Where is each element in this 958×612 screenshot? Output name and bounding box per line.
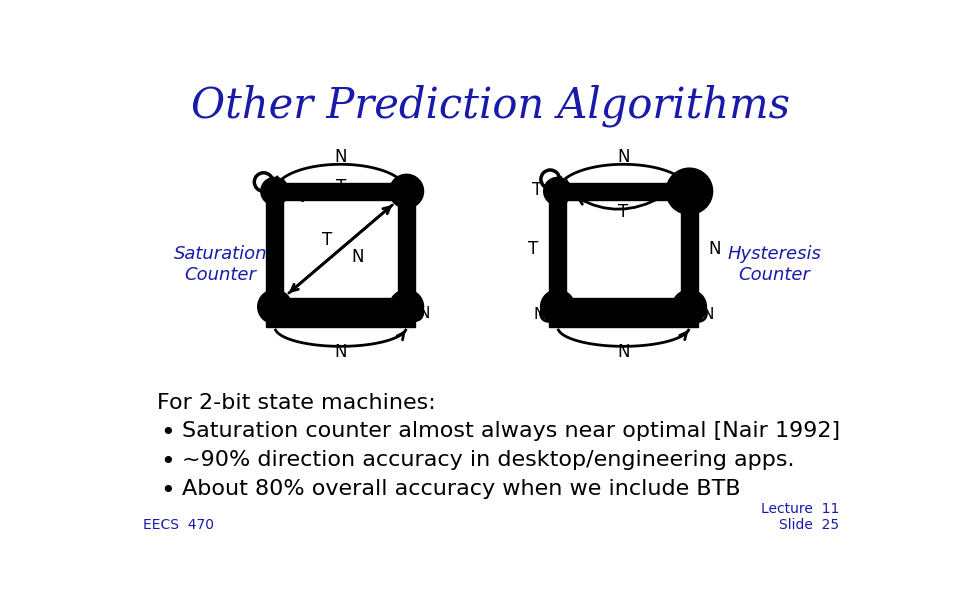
Text: N: N xyxy=(702,307,714,322)
Bar xyxy=(266,191,284,307)
Circle shape xyxy=(258,290,292,324)
Text: EECS  470: EECS 470 xyxy=(143,518,214,532)
Text: N: N xyxy=(419,306,430,321)
Bar xyxy=(549,191,566,307)
Bar xyxy=(681,191,697,307)
Text: N: N xyxy=(534,307,545,322)
Text: T: T xyxy=(335,177,346,196)
Text: About 80% overall accuracy when we include BTB: About 80% overall accuracy when we inclu… xyxy=(182,479,741,499)
Text: For 2-bit state machines:: For 2-bit state machines: xyxy=(157,393,436,413)
Text: ~90% direction accuracy in desktop/engineering apps.: ~90% direction accuracy in desktop/engin… xyxy=(182,450,794,470)
Text: N: N xyxy=(334,147,347,166)
Bar xyxy=(275,298,406,315)
Text: T: T xyxy=(528,240,538,258)
Text: Saturation counter almost always near optimal [Nair 1992]: Saturation counter almost always near op… xyxy=(182,420,840,441)
Circle shape xyxy=(673,290,706,324)
Text: N: N xyxy=(617,343,629,362)
Text: Lecture  11
Slide  25: Lecture 11 Slide 25 xyxy=(761,502,839,532)
Bar xyxy=(275,183,406,200)
Circle shape xyxy=(540,290,575,324)
Bar xyxy=(549,307,697,327)
Circle shape xyxy=(390,174,423,208)
Text: N: N xyxy=(617,147,629,166)
Bar xyxy=(558,298,690,315)
Bar xyxy=(398,191,415,307)
Text: •: • xyxy=(160,479,175,503)
Text: T: T xyxy=(532,181,542,199)
Circle shape xyxy=(544,177,572,205)
Bar xyxy=(558,183,690,200)
Circle shape xyxy=(666,168,713,214)
Circle shape xyxy=(261,177,288,205)
Text: •: • xyxy=(160,450,175,474)
Text: •: • xyxy=(160,420,175,445)
Text: Hysteresis
Counter: Hysteresis Counter xyxy=(728,245,822,284)
Text: T: T xyxy=(322,231,331,248)
Text: T: T xyxy=(618,203,628,221)
Circle shape xyxy=(390,290,423,324)
Text: N: N xyxy=(334,343,347,362)
Text: Other Prediction Algorithms: Other Prediction Algorithms xyxy=(192,84,790,127)
Text: Saturation
Counter: Saturation Counter xyxy=(173,245,267,284)
Text: N: N xyxy=(708,240,720,258)
Bar xyxy=(266,307,415,327)
Text: N: N xyxy=(352,248,364,266)
